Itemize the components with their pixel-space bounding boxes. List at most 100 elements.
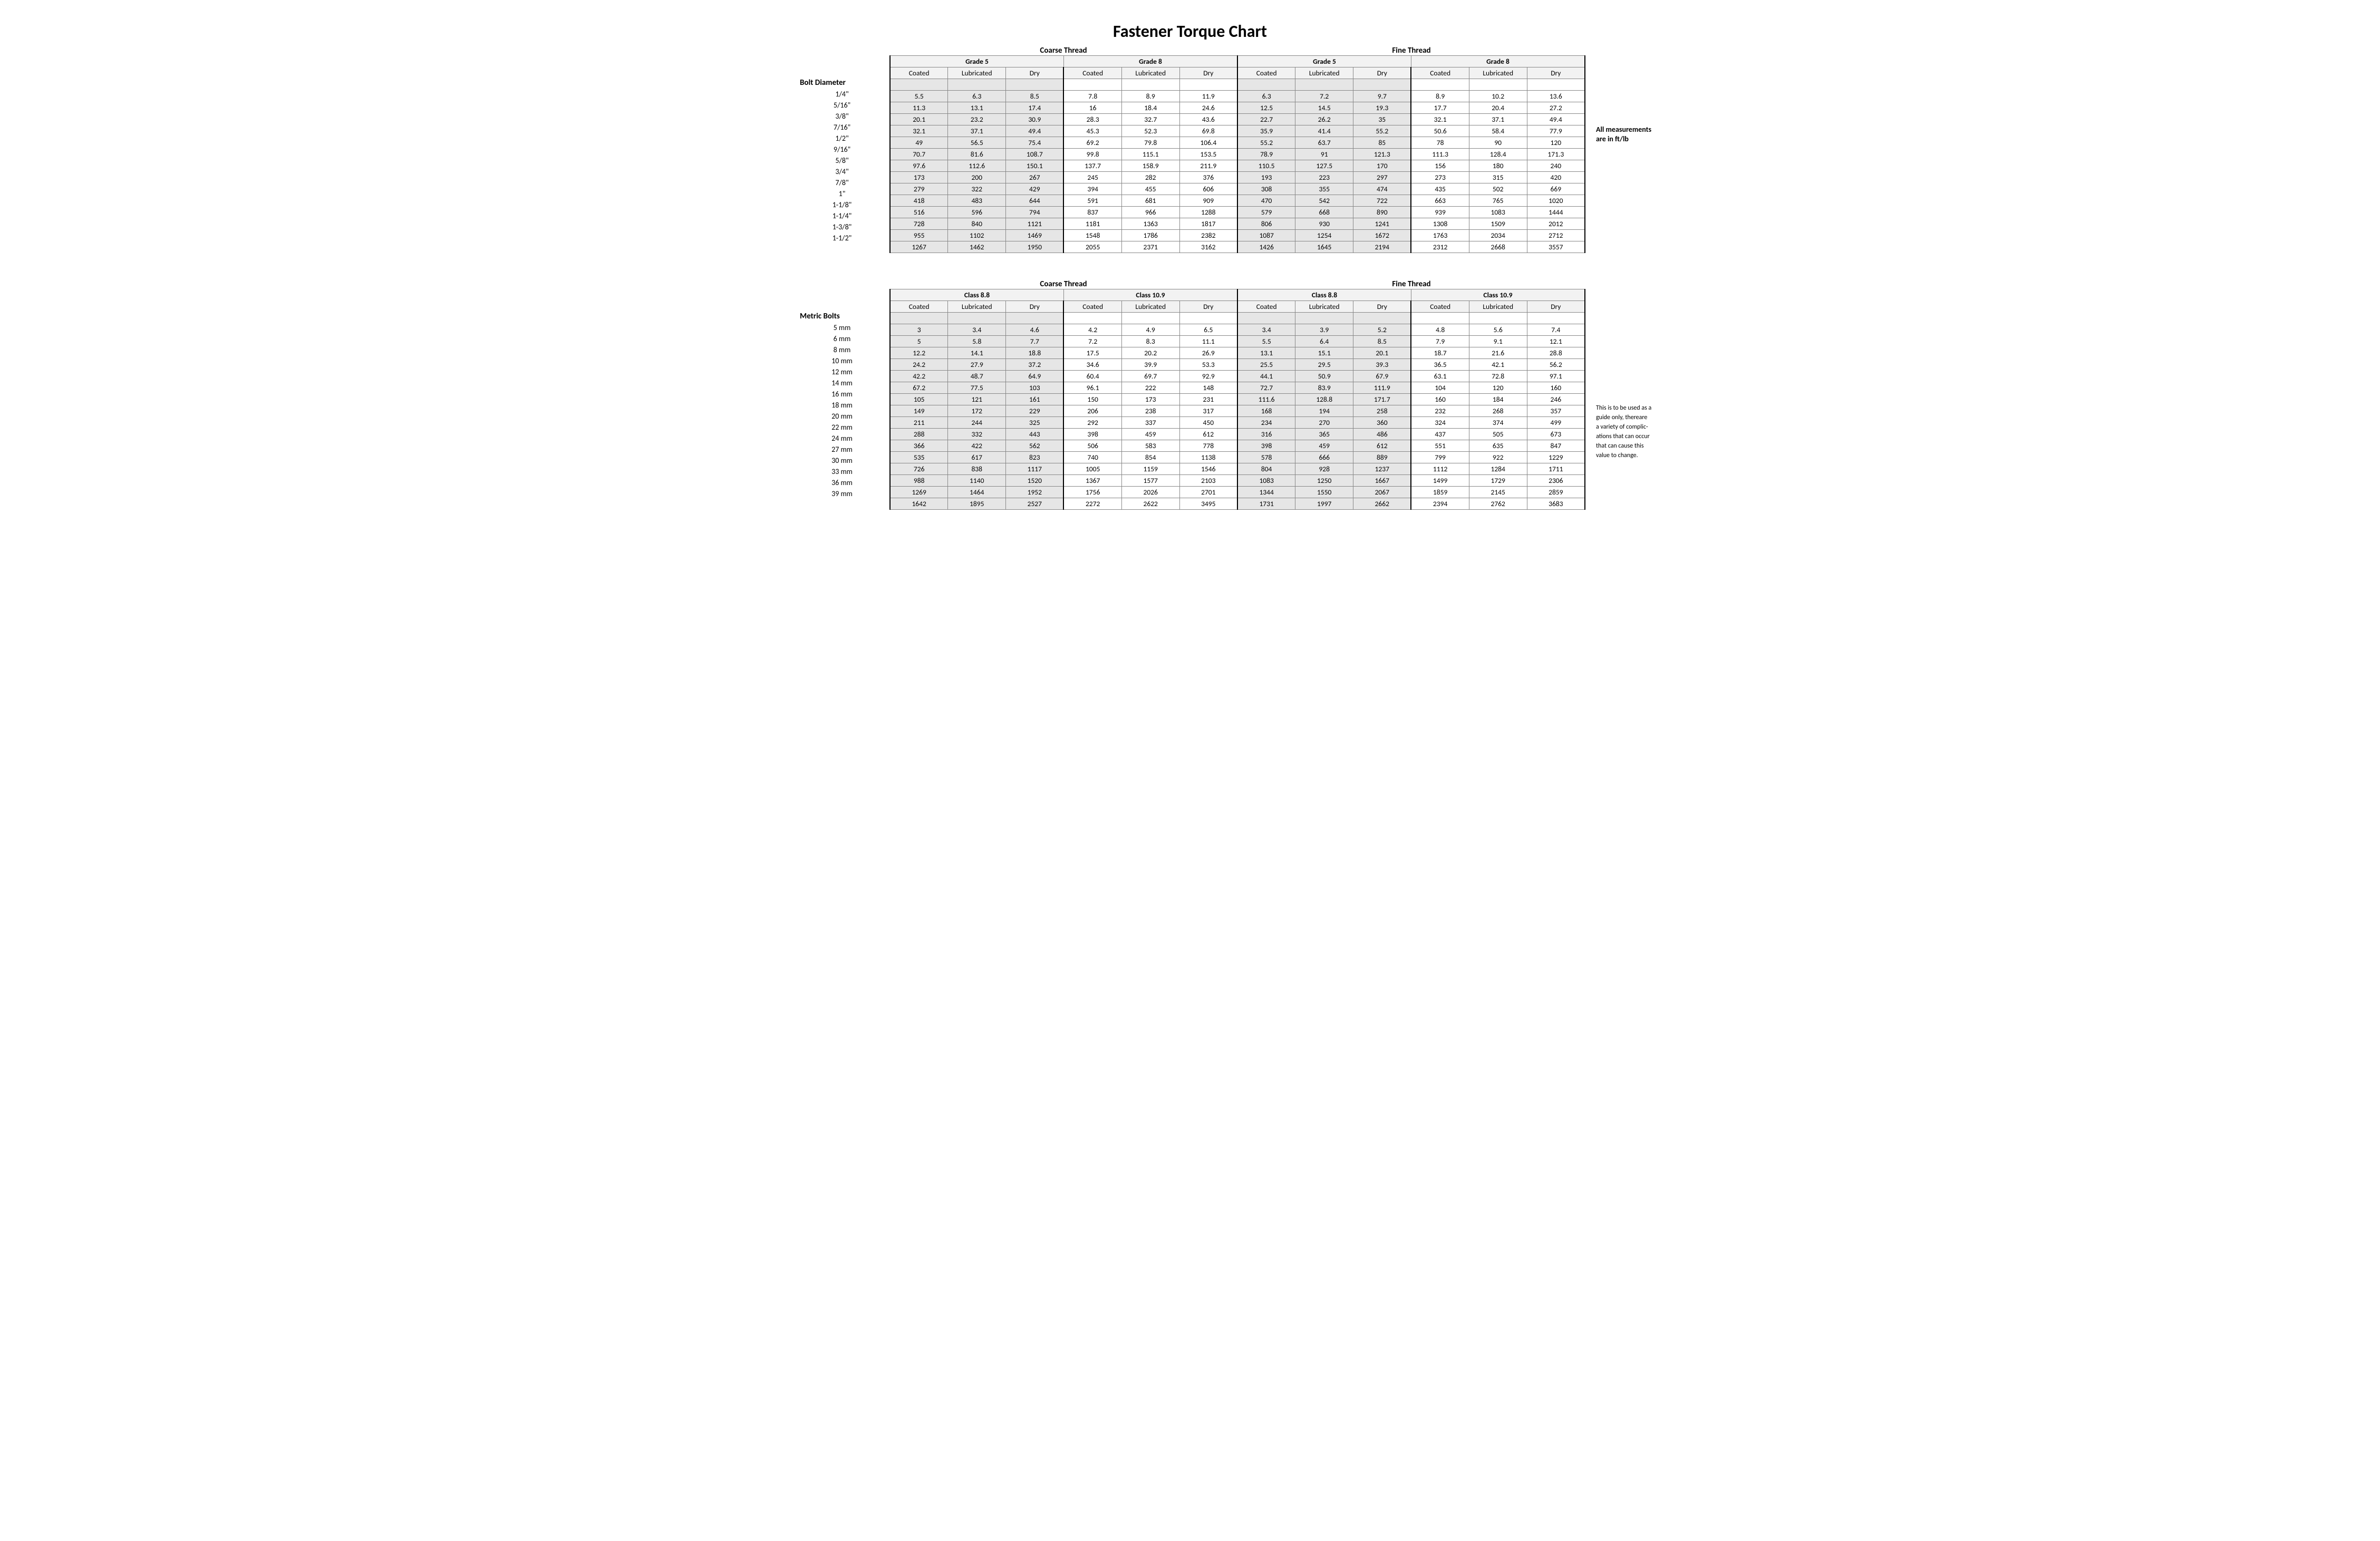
torque-cell: 1548: [1063, 230, 1121, 241]
torque-cell: 6.4: [1295, 336, 1353, 347]
coarse-thread-label: Coarse Thread: [889, 46, 1237, 55]
torque-cell: 1645: [1295, 241, 1353, 253]
torque-cell: 1731: [1237, 498, 1295, 510]
torque-cell: 322: [948, 183, 1006, 195]
torque-cell: 27.9: [948, 359, 1006, 371]
torque-cell: 1254: [1295, 230, 1353, 241]
torque-cell: 60.4: [1063, 371, 1121, 382]
metric-rowlabels: Metric Bolts 5 mm6 mm8 mm10 mm12 mm14 mm…: [795, 289, 889, 499]
condition-header: Lubricated: [1469, 67, 1527, 79]
blank-cell: [890, 79, 948, 91]
diameter-label: 8 mm: [795, 344, 889, 355]
torque-cell: 315: [1469, 172, 1527, 183]
fine-thread-label-m: Fine Thread: [1237, 279, 1585, 289]
blank-cell: [948, 79, 1006, 91]
torque-cell: 12.1: [1527, 336, 1585, 347]
torque-cell: 612: [1179, 429, 1237, 440]
fine-thread-label: Fine Thread: [1237, 46, 1585, 55]
condition-header: Coated: [1063, 301, 1121, 313]
torque-cell: 69.8: [1179, 125, 1237, 137]
torque-cell: 939: [1411, 207, 1469, 218]
condition-header: Coated: [1411, 67, 1469, 79]
torque-cell: 1269: [890, 487, 948, 498]
torque-cell: 234: [1237, 417, 1295, 429]
torque-cell: 115.1: [1121, 149, 1179, 160]
torque-cell: 21.6: [1469, 347, 1527, 359]
diameter-label: 12 mm: [795, 366, 889, 377]
torque-cell: 551: [1411, 440, 1469, 452]
torque-cell: 579: [1237, 207, 1295, 218]
condition-header: Dry: [1353, 301, 1411, 313]
imperial-section: Coarse Thread Fine Thread Bolt Diameter …: [795, 46, 1585, 253]
torque-cell: 127.5: [1295, 160, 1353, 172]
blank-cell: [1469, 313, 1527, 324]
torque-cell: 726: [890, 463, 948, 475]
torque-cell: 16: [1063, 102, 1121, 114]
torque-cell: 238: [1121, 405, 1179, 417]
torque-cell: 516: [890, 207, 948, 218]
imperial-row-heading: Bolt Diameter: [795, 77, 889, 89]
torque-cell: 77.9: [1527, 125, 1585, 137]
torque-cell: 673: [1527, 429, 1585, 440]
torque-cell: 838: [948, 463, 1006, 475]
torque-cell: 18.8: [1006, 347, 1064, 359]
torque-cell: 148: [1179, 382, 1237, 394]
metric-row-heading: Metric Bolts: [795, 311, 889, 322]
torque-cell: 317: [1179, 405, 1237, 417]
torque-cell: 11.1: [1179, 336, 1237, 347]
torque-cell: 3.9: [1295, 324, 1353, 336]
diameter-label: 5/16": [795, 100, 889, 111]
blank-cell: [1295, 79, 1353, 91]
torque-cell: 765: [1469, 195, 1527, 207]
torque-cell: 355: [1295, 183, 1353, 195]
torque-cell: 3495: [1179, 498, 1237, 510]
torque-cell: 2034: [1469, 230, 1527, 241]
torque-cell: 1895: [948, 498, 1006, 510]
torque-cell: 37.1: [948, 125, 1006, 137]
torque-cell: 420: [1527, 172, 1585, 183]
torque-cell: 170: [1353, 160, 1411, 172]
condition-header: Dry: [1179, 67, 1237, 79]
condition-header: Coated: [1063, 67, 1121, 79]
torque-cell: 1284: [1469, 463, 1527, 475]
torque-cell: 583: [1121, 440, 1179, 452]
torque-cell: 37.2: [1006, 359, 1064, 371]
torque-cell: 2272: [1063, 498, 1121, 510]
torque-cell: 799: [1411, 452, 1469, 463]
torque-cell: 374: [1469, 417, 1527, 429]
condition-header: Lubricated: [1121, 301, 1179, 313]
torque-cell: 26.2: [1295, 114, 1353, 125]
torque-cell: 128.4: [1469, 149, 1527, 160]
torque-cell: 2668: [1469, 241, 1527, 253]
torque-cell: 172: [948, 405, 1006, 417]
torque-cell: 222: [1121, 382, 1179, 394]
torque-cell: 1426: [1237, 241, 1295, 253]
torque-cell: 35: [1353, 114, 1411, 125]
condition-header: Lubricated: [1469, 301, 1527, 313]
torque-cell: 35.9: [1237, 125, 1295, 137]
torque-cell: 56.5: [948, 137, 1006, 149]
torque-cell: 12.2: [890, 347, 948, 359]
torque-cell: 24.6: [1179, 102, 1237, 114]
diameter-label: 18 mm: [795, 400, 889, 411]
torque-cell: 1997: [1295, 498, 1353, 510]
torque-cell: 5.8: [948, 336, 1006, 347]
torque-cell: 39.3: [1353, 359, 1411, 371]
torque-cell: 7.8: [1063, 91, 1121, 102]
torque-cell: 13.1: [1237, 347, 1295, 359]
torque-cell: 171.7: [1353, 394, 1411, 405]
torque-cell: 1250: [1295, 475, 1353, 487]
torque-cell: 106.4: [1179, 137, 1237, 149]
torque-cell: 1464: [948, 487, 1006, 498]
torque-cell: 1817: [1179, 218, 1237, 230]
torque-cell: 158.9: [1121, 160, 1179, 172]
torque-cell: 244: [948, 417, 1006, 429]
grade-header: Grade 8: [1063, 56, 1237, 67]
torque-cell: 79.8: [1121, 137, 1179, 149]
torque-cell: 7.7: [1006, 336, 1064, 347]
torque-cell: 1462: [948, 241, 1006, 253]
torque-cell: 7.4: [1527, 324, 1585, 336]
torque-cell: 5: [890, 336, 948, 347]
torque-cell: 36.5: [1411, 359, 1469, 371]
torque-cell: 45.3: [1063, 125, 1121, 137]
